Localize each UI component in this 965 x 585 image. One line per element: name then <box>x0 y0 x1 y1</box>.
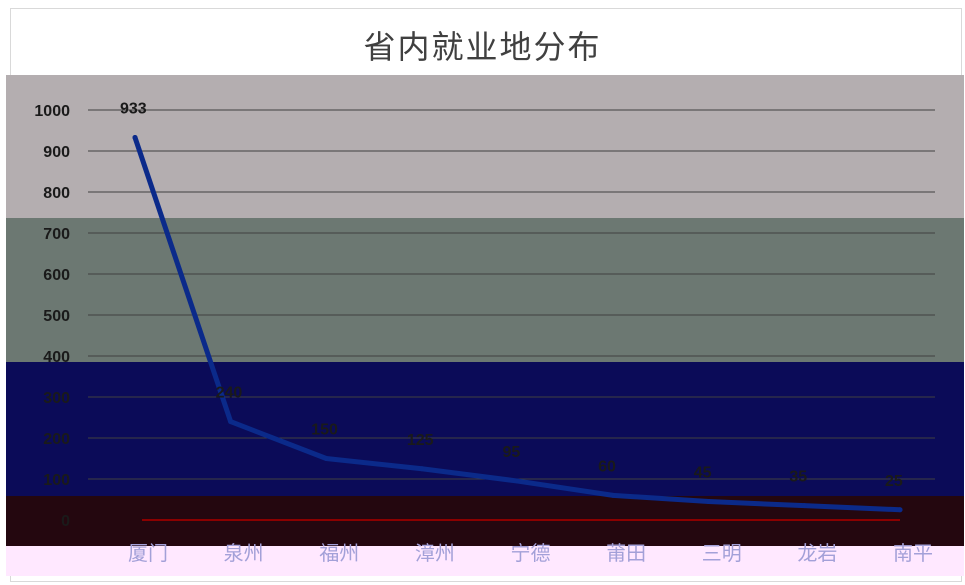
data-label: 125 <box>407 432 434 449</box>
band-green <box>6 218 964 364</box>
y-tick-label: 700 <box>43 226 70 243</box>
x-tick-label: 漳州 <box>415 541 455 565</box>
chart-title: 省内就业地分布 <box>363 28 602 66</box>
band-gray <box>6 75 964 220</box>
x-tick-label: 龙岩 <box>797 541 837 565</box>
data-point <box>515 478 520 484</box>
y-tick-label: 200 <box>43 431 70 448</box>
data-label: 240 <box>216 385 243 402</box>
x-tick-label: 南平 <box>893 541 933 565</box>
y-tick-label: 1000 <box>34 103 70 120</box>
data-point <box>706 499 712 505</box>
data-point <box>801 503 807 509</box>
data-label: 35 <box>789 469 807 486</box>
data-point <box>323 456 329 461</box>
data-label: 150 <box>311 422 338 439</box>
band-pink <box>6 546 964 576</box>
data-label: 933 <box>120 100 147 117</box>
data-point <box>419 466 425 472</box>
data-label: 45 <box>694 465 712 482</box>
data-point <box>610 492 616 498</box>
data-label: 25 <box>885 473 903 490</box>
y-tick-label: 400 <box>43 349 70 366</box>
y-tick-label: 0 <box>61 513 70 530</box>
data-label: 60 <box>598 458 616 475</box>
y-tick-label: 100 <box>43 472 70 489</box>
x-tick-label: 宁德 <box>511 541 551 565</box>
y-tick-label: 900 <box>43 144 70 161</box>
x-tick-label: 厦门 <box>128 541 168 565</box>
data-label: 95 <box>503 444 521 461</box>
x-tick-label: 泉州 <box>224 541 264 565</box>
x-tick-label: 三明 <box>702 541 742 565</box>
y-tick-label: 300 <box>43 390 70 407</box>
y-tick-label: 500 <box>43 308 70 325</box>
data-point <box>132 134 138 140</box>
data-point <box>897 507 903 513</box>
x-tick-label: 福州 <box>319 541 359 565</box>
x-tick-label: 莆田 <box>606 541 646 565</box>
y-tick-label: 800 <box>43 185 70 202</box>
data-point <box>228 419 234 425</box>
y-tick-label: 600 <box>43 267 70 284</box>
